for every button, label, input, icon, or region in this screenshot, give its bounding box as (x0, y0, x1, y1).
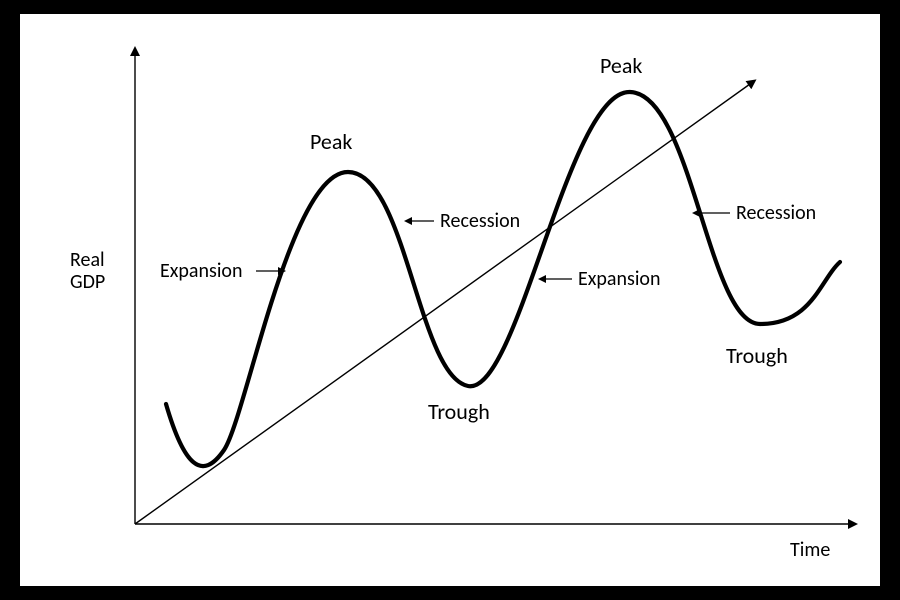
label-trough-2: Trough (726, 344, 788, 368)
trend-line (135, 84, 750, 524)
label-expansion-1: Expansion (160, 260, 243, 282)
cycle-curve (166, 92, 840, 466)
label-peak-1: Peak (310, 130, 352, 154)
label-trough-1: Trough (428, 400, 490, 424)
label-recession-2: Recession (736, 202, 816, 224)
y-axis-label: Real GDP (70, 249, 105, 293)
label-recession-1: Recession (440, 210, 520, 232)
business-cycle-chart (20, 14, 880, 586)
label-expansion-2: Expansion (578, 268, 661, 290)
diagram-frame: Real GDP Time Peak Peak Trough Trough Expans… (20, 14, 880, 586)
x-axis-label: Time (790, 539, 830, 561)
label-peak-2: Peak (600, 54, 642, 78)
